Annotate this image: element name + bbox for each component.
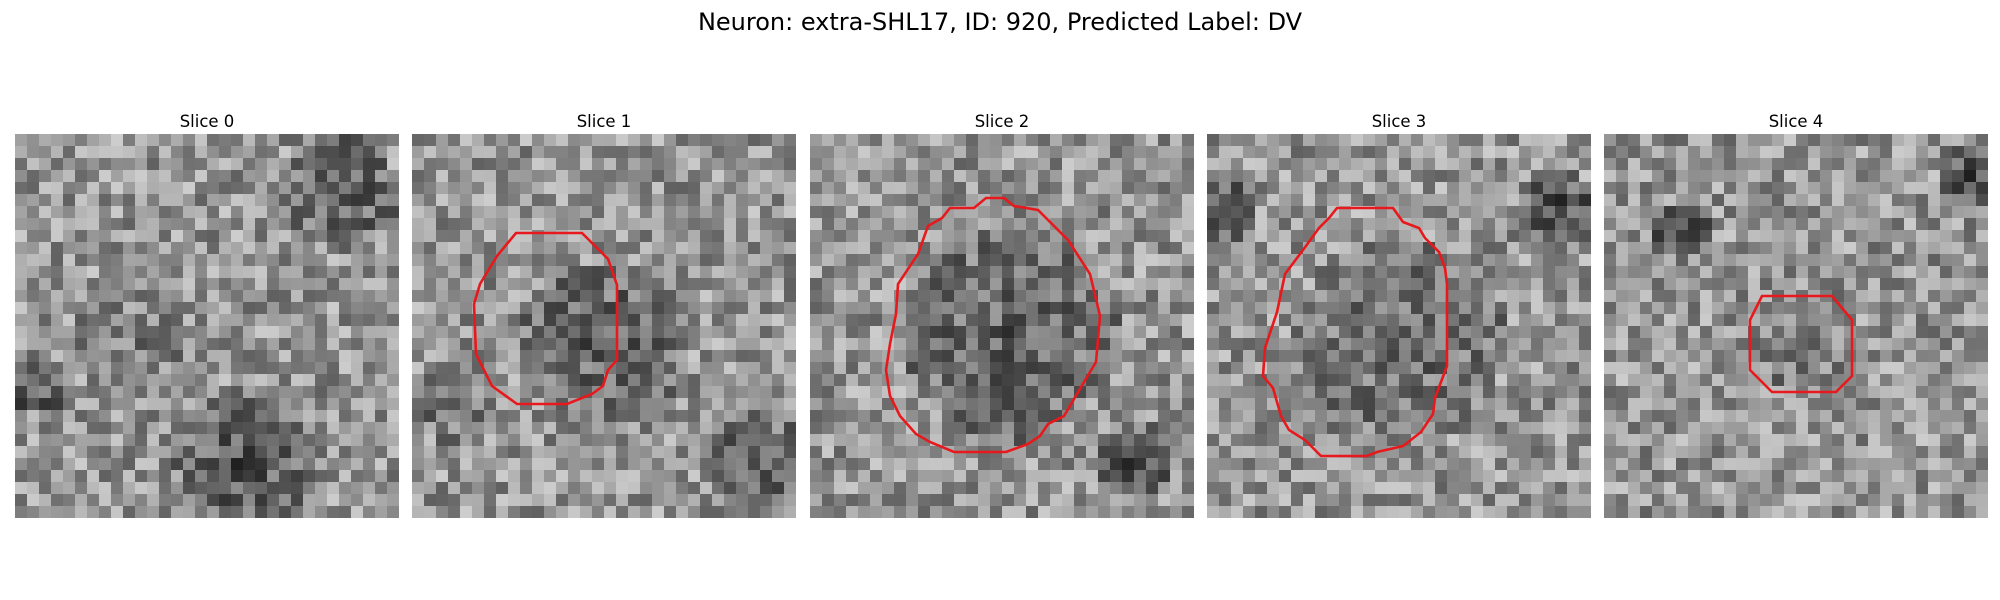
slice-title: Slice 4 — [1768, 112, 1824, 131]
slice-title: Slice 2 — [974, 112, 1030, 131]
contour-outline — [472, 231, 619, 406]
slice-title: Slice 1 — [576, 112, 632, 131]
image-pixels — [15, 134, 399, 518]
slice-panel-4: Slice 4 — [1604, 110, 1988, 518]
slice-title: Slice 3 — [1371, 112, 1427, 131]
slice-image — [810, 134, 1194, 518]
contour-outline — [1748, 294, 1854, 394]
figure-title: Neuron: extra-SHL17, ID: 920, Predicted … — [697, 8, 1303, 36]
slice-image — [1604, 134, 1988, 518]
slice-image — [1207, 134, 1591, 518]
image-pixels — [810, 134, 1194, 518]
slice-panel-2: Slice 2 — [810, 110, 1194, 518]
slice-panel-3: Slice 3 — [1207, 110, 1591, 518]
image-pixels — [1604, 134, 1988, 518]
image-pixels — [1207, 134, 1591, 518]
slice-image — [412, 134, 796, 518]
slice-image — [15, 134, 399, 518]
contour-outline — [1261, 206, 1449, 458]
image-pixels — [412, 134, 796, 518]
slice-panel-0: Slice 0 — [15, 110, 399, 518]
slice-panel-1: Slice 1 — [412, 110, 796, 518]
slice-title: Slice 0 — [179, 112, 235, 131]
contour-outline — [884, 196, 1102, 454]
